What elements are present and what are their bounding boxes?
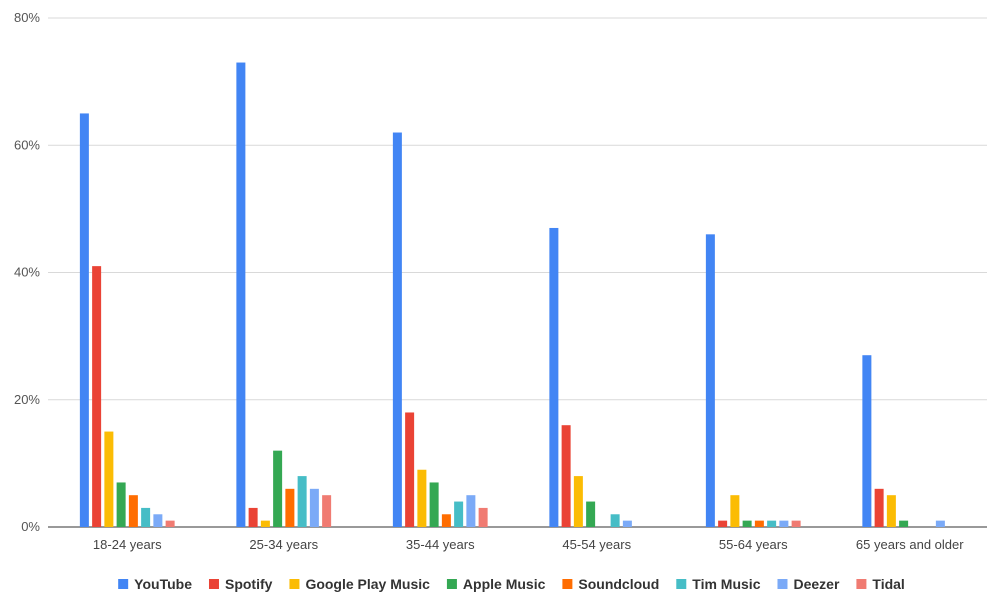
bar-deezer [622, 520, 632, 527]
bar-apple-music [586, 501, 596, 527]
legend-label: Deezer [793, 576, 839, 592]
y-tick-label: 20% [14, 392, 40, 407]
legend-label: Tim Music [692, 576, 760, 592]
legend-item[interactable]: Google Play Music [289, 576, 430, 592]
y-axis-ticks: 0% 20% 40% 60% 80% [14, 10, 40, 534]
x-tick-label: 55-64 years [719, 537, 788, 552]
legend-item[interactable]: Tim Music [676, 576, 761, 592]
bar-deezer [466, 495, 476, 527]
bar-apple-music [899, 520, 909, 527]
bar-youtube [549, 227, 559, 527]
bar-tim-music [297, 476, 307, 527]
legend-label: Soundcloud [578, 576, 659, 592]
bar-soundcloud [441, 514, 451, 527]
legend-item[interactable]: Soundcloud [562, 576, 659, 592]
x-tick-label: 18-24 years [93, 537, 162, 552]
bar-apple-music [429, 482, 439, 527]
bar-apple-music [273, 450, 283, 527]
legend-label: Tidal [872, 576, 904, 592]
gridlines [48, 17, 987, 528]
bar-google-play-music [886, 495, 896, 527]
bar-soundcloud [754, 520, 764, 527]
legend-swatch [856, 579, 867, 589]
y-tick-label: 0% [21, 519, 40, 534]
bar-spotify [718, 520, 728, 527]
legend-item[interactable]: Apple Music [446, 576, 546, 592]
legend-swatch [118, 579, 129, 589]
bar-spotify [248, 507, 258, 527]
bar-spotify [92, 266, 102, 527]
bar-apple-music [742, 520, 752, 527]
bar-google-play-music [104, 431, 114, 527]
legend: YouTube Spotify Google Play Music Apple Mus… [118, 576, 905, 592]
bar-deezer [779, 520, 789, 527]
y-tick-label: 40% [14, 265, 40, 280]
bar-google-play-music [573, 476, 583, 527]
bar-soundcloud [128, 495, 138, 527]
legend-item[interactable]: Spotify [208, 576, 273, 592]
bar-deezer [935, 520, 945, 527]
bar-tim-music [767, 520, 777, 527]
bar-tim-music [141, 507, 151, 527]
legend-swatch [289, 579, 300, 589]
legend-swatch [676, 579, 687, 589]
bar-spotify [874, 488, 884, 527]
bar-tim-music [610, 514, 620, 527]
bar-soundcloud [285, 488, 295, 527]
bar-youtube [236, 62, 246, 527]
bar-youtube [79, 113, 89, 527]
bar-tidal [322, 495, 332, 527]
bar-google-play-music [417, 469, 427, 527]
bar-spotify [405, 412, 415, 527]
legend-swatch [777, 579, 788, 589]
legend-label: Google Play Music [305, 576, 430, 592]
legend-swatch [446, 579, 457, 589]
legend-item[interactable]: Tidal [856, 576, 905, 592]
bar-youtube [862, 355, 872, 527]
legend-label: YouTube [134, 576, 192, 592]
bar-deezer [153, 514, 163, 527]
x-axis-ticks: 18-24 years 25-34 years 35-44 years 45-54 y… [93, 537, 964, 552]
legend-swatch [562, 579, 573, 589]
bars [79, 62, 945, 527]
legend-label: Apple Music [463, 576, 546, 592]
bar-google-play-music [260, 520, 270, 527]
bar-apple-music [116, 482, 126, 527]
bar-youtube [392, 132, 402, 527]
bar-tidal [165, 520, 175, 527]
legend-item[interactable]: Deezer [777, 576, 840, 592]
legend-label: Spotify [225, 576, 273, 592]
bar-tidal [791, 520, 801, 527]
x-tick-label: 45-54 years [562, 537, 631, 552]
bar-tim-music [454, 501, 464, 527]
bar-tidal [478, 507, 488, 527]
legend-swatch [208, 579, 219, 589]
bar-spotify [561, 425, 571, 527]
bar-deezer [309, 488, 319, 527]
legend-item[interactable]: YouTube [118, 576, 192, 592]
x-tick-label: 65 years and older [856, 537, 964, 552]
bar-youtube [705, 234, 715, 527]
x-tick-label: 25-34 years [249, 537, 318, 552]
y-tick-label: 80% [14, 10, 40, 25]
bar-google-play-music [730, 495, 740, 527]
y-tick-label: 60% [14, 137, 40, 152]
x-tick-label: 35-44 years [406, 537, 475, 552]
